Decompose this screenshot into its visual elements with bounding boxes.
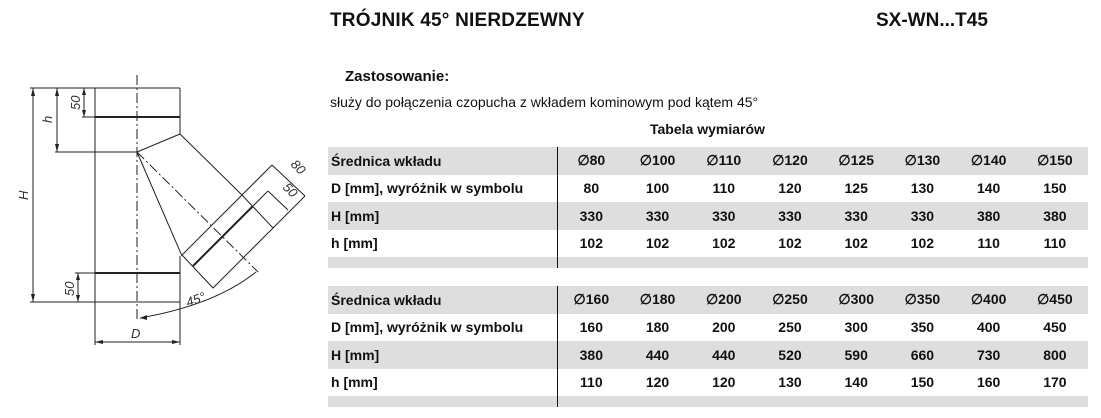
cell: 110 bbox=[1043, 235, 1067, 252]
cell: 102 bbox=[712, 235, 736, 252]
cell: 160 bbox=[976, 374, 1001, 391]
row-label: H [mm] bbox=[328, 202, 559, 230]
table-row: D [mm], wyróżnik w symbolu 160 180 200 250 30… bbox=[328, 313, 1088, 341]
cell: 120 bbox=[778, 180, 802, 197]
row-label: Średnica wkładu bbox=[328, 286, 559, 314]
product-title: TRÓJNIK 45° NIERDZEWNY bbox=[330, 10, 585, 31]
application-text: służy do połączenia czopucha z wkładem k… bbox=[330, 94, 759, 110]
cell: 140 bbox=[976, 180, 1001, 197]
table-spacer-row bbox=[328, 396, 1088, 407]
cell: 120 bbox=[712, 374, 736, 391]
table-row: D [mm], wyróżnik w symbolu 80 100 110 120 125… bbox=[328, 174, 1088, 202]
cell: 102 bbox=[645, 235, 670, 252]
dim-h-label: h bbox=[40, 116, 55, 123]
cell: 330 bbox=[823, 202, 890, 230]
cell: ∅200 bbox=[690, 286, 757, 314]
cell: 102 bbox=[844, 235, 868, 252]
cell: 800 bbox=[1021, 341, 1088, 369]
cell: 130 bbox=[910, 180, 935, 197]
row-label: h [mm] bbox=[328, 368, 559, 396]
cell: 102 bbox=[778, 235, 802, 252]
dim-H-label: H bbox=[16, 190, 31, 200]
dim-collar-50-label: 50 bbox=[280, 180, 301, 201]
cell: 520 bbox=[756, 341, 824, 369]
cell: ∅80 bbox=[557, 147, 625, 175]
cell: 400 bbox=[976, 319, 1001, 336]
cell: 110 bbox=[977, 235, 1000, 252]
cell: ∅160 bbox=[557, 286, 625, 314]
cell: 150 bbox=[910, 374, 935, 391]
cell: 130 bbox=[778, 374, 802, 391]
cell: 440 bbox=[690, 341, 757, 369]
cell: 380 bbox=[955, 202, 1022, 230]
cell: 730 bbox=[955, 341, 1022, 369]
table-row: H [mm] 380 440 440 520 590 660 730 800 bbox=[328, 341, 1088, 369]
cell: 140 bbox=[844, 374, 868, 391]
application-heading: Zastosowanie: bbox=[345, 68, 450, 85]
table-row: Średnica wkładu ∅80 ∅100 ∅110 ∅120 ∅125 ∅130 ∅1… bbox=[328, 147, 1088, 175]
cell: 330 bbox=[756, 202, 824, 230]
cell: ∅125 bbox=[823, 147, 890, 175]
cell: ∅110 bbox=[690, 147, 757, 175]
cell: 300 bbox=[844, 319, 868, 336]
cell: ∅130 bbox=[889, 147, 956, 175]
table-row: H [mm] 330 330 330 330 330 330 380 380 bbox=[328, 202, 1088, 230]
cell: 120 bbox=[645, 374, 670, 391]
row-label: D [mm], wyróżnik w symbolu bbox=[328, 313, 559, 341]
cell: ∅250 bbox=[756, 286, 824, 314]
cell: ∅300 bbox=[823, 286, 890, 314]
cell: ∅140 bbox=[955, 147, 1022, 175]
cell: ∅100 bbox=[624, 147, 691, 175]
table-row: Średnica wkładu ∅160 ∅180 ∅200 ∅250 ∅300 ∅350 ∅… bbox=[328, 286, 1088, 314]
cell: 250 bbox=[778, 319, 802, 336]
table-row: h [mm] 102 102 102 102 102 102 110 110 bbox=[328, 229, 1088, 257]
table-row: h [mm] 110 120 120 130 140 150 160 170 bbox=[328, 368, 1088, 396]
cell: 330 bbox=[690, 202, 757, 230]
dim-collar-80-label: 80 bbox=[288, 157, 309, 178]
row-label: h [mm] bbox=[328, 229, 559, 257]
cell: 330 bbox=[557, 202, 625, 230]
table-title: Tabela wymiarów bbox=[650, 121, 765, 137]
cell: ∅120 bbox=[756, 147, 824, 175]
cell: 102 bbox=[579, 235, 603, 252]
cell: ∅180 bbox=[624, 286, 691, 314]
cell: ∅150 bbox=[1021, 147, 1088, 175]
cell: 102 bbox=[910, 235, 935, 252]
cell: 380 bbox=[1021, 202, 1088, 230]
cell: 350 bbox=[910, 319, 935, 336]
cell: 170 bbox=[1043, 374, 1067, 391]
cell: 330 bbox=[889, 202, 956, 230]
product-code: SX-WN...T45 bbox=[876, 10, 988, 31]
cell: 180 bbox=[645, 319, 670, 336]
cell: 80 bbox=[583, 180, 600, 197]
cell: 330 bbox=[624, 202, 691, 230]
cell: 380 bbox=[557, 341, 625, 369]
cell: 450 bbox=[1043, 319, 1067, 336]
row-label: H [mm] bbox=[328, 341, 559, 369]
cell: ∅450 bbox=[1021, 286, 1088, 314]
dim-D-label: D bbox=[131, 326, 140, 341]
cell: 660 bbox=[889, 341, 956, 369]
cell: ∅400 bbox=[955, 286, 1022, 314]
dimensions-table-1: Średnica wkładu ∅80 ∅100 ∅110 ∅120 ∅125 ∅130 ∅1… bbox=[328, 147, 1088, 268]
cell: 100 bbox=[645, 180, 670, 197]
cell: 160 bbox=[579, 319, 603, 336]
cell: 125 bbox=[844, 180, 868, 197]
dimensions-table-2: Średnica wkładu ∅160 ∅180 ∅200 ∅250 ∅300 ∅350 ∅… bbox=[328, 286, 1088, 407]
angle-label: 45° bbox=[184, 289, 208, 310]
table-spacer-row bbox=[328, 257, 1088, 268]
cell: 590 bbox=[823, 341, 890, 369]
cell: ∅350 bbox=[889, 286, 956, 314]
cell: 440 bbox=[624, 341, 691, 369]
row-label: D [mm], wyróżnik w symbolu bbox=[328, 174, 559, 202]
dim-top-50-label: 50 bbox=[68, 95, 83, 110]
dim-bottom-50-label: 50 bbox=[62, 281, 77, 296]
cell: 200 bbox=[712, 319, 736, 336]
cell: 110 bbox=[712, 180, 736, 197]
cell: 150 bbox=[1043, 180, 1067, 197]
row-label: Średnica wkładu bbox=[328, 147, 559, 175]
cell: 110 bbox=[580, 374, 603, 391]
